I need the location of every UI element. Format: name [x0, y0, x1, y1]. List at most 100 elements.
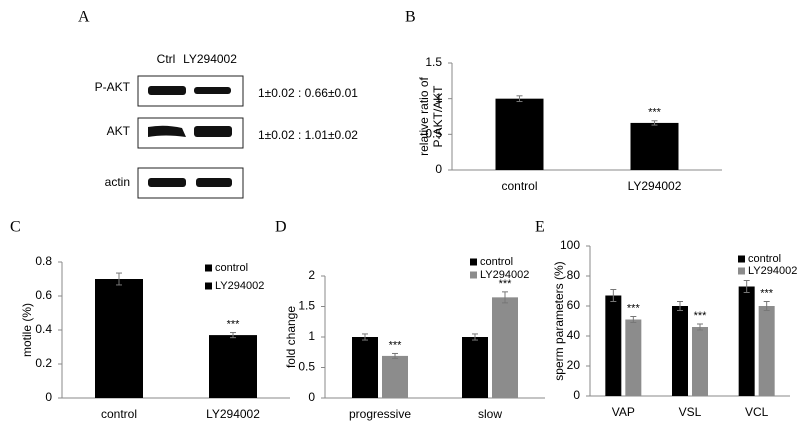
legend-label: LY294002 [748, 265, 797, 277]
x-tick-label: control [501, 179, 537, 193]
legend-label: LY294002 [215, 280, 264, 292]
y-tick-label: 0 [573, 388, 580, 402]
legend-swatch [738, 267, 745, 275]
legend-swatch [205, 264, 212, 272]
y-tick-label: 0.4 [35, 322, 52, 336]
y-tick-label: 0.5 [298, 360, 315, 374]
error-bar [697, 323, 703, 331]
y-tick-label: 0 [435, 162, 442, 176]
significance: *** [627, 302, 641, 314]
column-label: LY294002 [183, 52, 237, 66]
y-tick-label: 1 [308, 329, 315, 343]
significance: *** [694, 310, 708, 322]
x-tick-label: LY294002 [206, 407, 260, 421]
panel-letter: D [275, 219, 287, 236]
blot-band [148, 125, 186, 137]
y-tick-label: 0 [308, 390, 315, 404]
x-tick-label: slow [478, 407, 502, 421]
ratio-text: 1±0.02 : 0.66±0.01 [258, 86, 358, 100]
error-bar [743, 280, 750, 293]
error-bar [116, 272, 122, 286]
y-tick-label: 1.5 [298, 299, 315, 313]
y-tick-label: 0.8 [35, 254, 52, 268]
blot-band [148, 86, 186, 95]
y-tick-label: 2 [308, 268, 315, 282]
x-tick-label: VCL [745, 405, 769, 419]
y-axis-label: fold change [284, 306, 298, 368]
y-tick-label: 0.5 [425, 127, 442, 141]
row-label: actin [105, 175, 130, 189]
row-label: AKT [107, 124, 131, 138]
bar [462, 337, 488, 398]
y-axis-label: relative ratio of [417, 76, 431, 155]
y-tick-label: 1.5 [425, 55, 442, 69]
error-bar [230, 332, 236, 339]
blot-band [194, 87, 231, 94]
y-tick-label: 20 [567, 358, 581, 372]
legend-swatch [738, 255, 745, 263]
x-tick-label: control [101, 407, 137, 421]
legend-swatch [205, 282, 212, 290]
y-axis-label: P-AKT/AKT [431, 85, 445, 148]
error-bar [763, 301, 770, 311]
significance: *** [227, 318, 241, 330]
legend-swatch [470, 258, 477, 266]
y-tick-label: 100 [560, 238, 580, 252]
error-bar [610, 289, 617, 302]
column-label: Ctrl [157, 52, 176, 66]
error-bar [651, 120, 658, 126]
panel-letter: E [535, 219, 545, 236]
bar [495, 98, 544, 170]
legend-label: control [480, 256, 513, 268]
x-tick-label: LY294002 [628, 179, 682, 193]
y-tick-label: 60 [567, 298, 581, 312]
error-bar [362, 333, 368, 341]
y-tick-label: 1 [435, 91, 442, 105]
y-tick-label: 0.6 [35, 288, 52, 302]
row-label: P-AKT [95, 80, 131, 94]
bar [692, 327, 708, 396]
y-axis-label: sperm parameters (%) [552, 261, 566, 380]
bar [758, 306, 775, 396]
bar [352, 337, 378, 398]
x-tick-label: progressive [349, 407, 411, 421]
error-bar [392, 352, 398, 359]
bar [625, 319, 642, 396]
panel-a: A Ctrl LY294002 P-AKT AKT actin 1±0.02 :… [78, 9, 358, 199]
panel-letter: C [10, 219, 21, 236]
blot-band [148, 178, 186, 187]
bar [95, 279, 143, 398]
bar [630, 122, 679, 170]
legend-label: control [215, 262, 248, 274]
error-bar [502, 291, 508, 304]
y-tick-label: 0.2 [35, 356, 52, 370]
error-bar [472, 333, 478, 341]
bar [209, 335, 257, 398]
significance: *** [499, 278, 513, 290]
y-tick-label: 80 [567, 268, 581, 282]
significance: *** [389, 339, 403, 351]
error-bar [630, 316, 637, 323]
x-tick-label: VAP [612, 405, 635, 419]
blot-band [196, 178, 232, 187]
bar [605, 295, 622, 396]
legend-swatch [470, 271, 477, 279]
significance: *** [760, 287, 774, 299]
y-tick-label: 40 [567, 328, 581, 342]
error-bar [677, 301, 683, 311]
x-tick-label: VSL [679, 405, 702, 419]
significance: *** [648, 107, 662, 119]
legend-label: LY294002 [480, 269, 529, 281]
panel-letter: B [405, 9, 416, 26]
error-bar [516, 95, 523, 103]
blot-band [194, 126, 232, 137]
bar [672, 306, 688, 396]
ratio-text: 1±0.02 : 1.01±0.02 [258, 128, 358, 142]
bar [738, 286, 755, 396]
y-tick-label: 0 [45, 390, 52, 404]
y-axis-label: motile (%) [20, 303, 34, 357]
panel-letter: A [78, 9, 90, 26]
